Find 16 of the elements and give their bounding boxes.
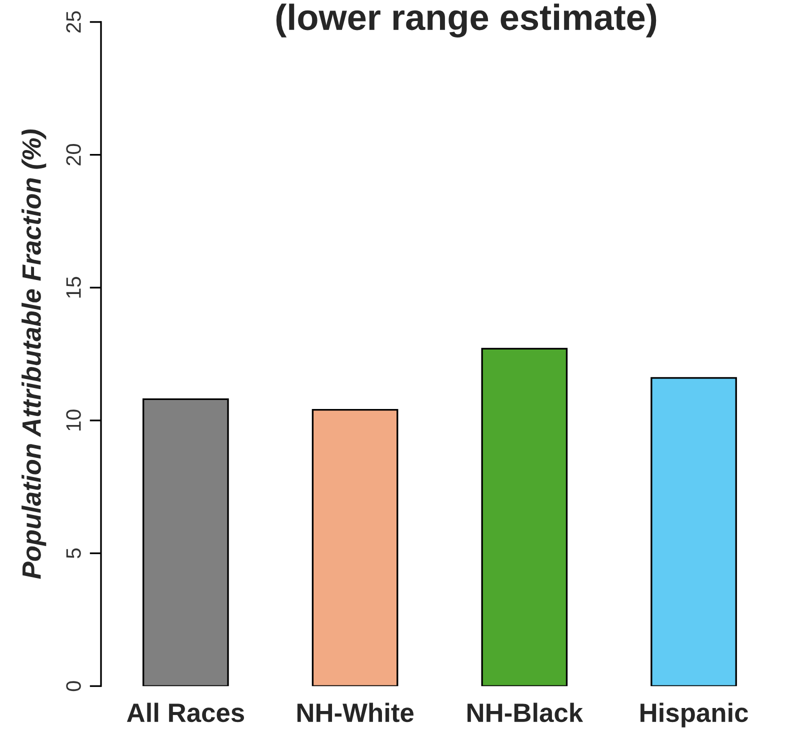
bar bbox=[312, 408, 398, 686]
x-tick-label: Hispanic bbox=[640, 702, 748, 728]
y-tick-label: 25 bbox=[66, 11, 81, 33]
x-tick-label: NH-Black bbox=[468, 702, 584, 722]
bar bbox=[142, 398, 229, 686]
y-tick-label: 5 bbox=[66, 548, 81, 558]
x-tick-label: NH-White bbox=[297, 702, 414, 722]
y-tick-label: 15 bbox=[66, 276, 81, 298]
bar bbox=[650, 377, 737, 686]
y-axis-title: Population Attributable Fraction (%) bbox=[22, 130, 46, 579]
y-tick-label: 10 bbox=[66, 410, 81, 430]
x-tick-label: All Races bbox=[126, 702, 244, 722]
y-tick-label: 0 bbox=[66, 681, 81, 692]
y-tick-label: 20 bbox=[66, 144, 81, 166]
bar bbox=[481, 348, 568, 686]
chart-title: (lower range estimate) bbox=[276, 4, 656, 38]
